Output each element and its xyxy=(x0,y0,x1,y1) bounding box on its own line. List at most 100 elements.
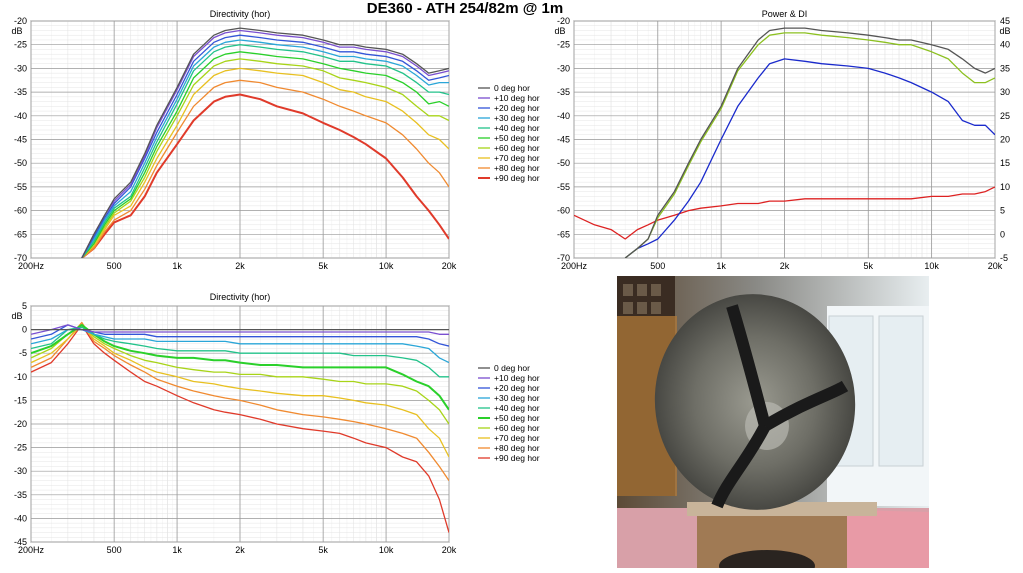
x-tick-label: 1k xyxy=(172,545,182,555)
y-tick-label: -25 xyxy=(14,40,27,50)
x-tick-label: 10k xyxy=(379,261,394,271)
y-tick-label: -70 xyxy=(557,253,570,263)
y-tick-label: -60 xyxy=(14,206,27,216)
series-line--20-deg-hor xyxy=(31,324,449,347)
legend-entry: +10 deg hor xyxy=(494,93,540,103)
x-tick-label: 200Hz xyxy=(561,261,588,271)
series-line--60-deg-hor xyxy=(81,58,449,258)
x-tick-label: 5k xyxy=(864,261,874,271)
y-tick-label: -15 xyxy=(14,395,27,405)
legend-entry: +30 deg hor xyxy=(494,113,540,123)
main-title: DE360 - ATH 254/82m @ 1m xyxy=(366,0,564,17)
y-tick-label: -30 xyxy=(557,63,570,73)
series-line--40-deg-hor xyxy=(31,326,449,378)
series-line--90-deg-hor xyxy=(31,324,449,533)
legend-entry: +10 deg hor xyxy=(494,373,540,383)
series-line--50-deg-hor xyxy=(81,51,449,258)
legend-entry: +90 deg hor xyxy=(494,173,540,183)
series-line-power xyxy=(624,27,995,258)
y-tick-label: -35 xyxy=(557,87,570,97)
chart-title: Directivity (hor) xyxy=(210,9,271,19)
speaker-photo-image xyxy=(617,276,929,568)
y2-tick-label: 0 xyxy=(1000,229,1005,239)
series-line--40-deg-hor xyxy=(81,44,449,258)
y-tick-label: -55 xyxy=(14,182,27,192)
y-tick-label: -40 xyxy=(14,111,27,121)
series-line--30-deg-hor xyxy=(31,328,449,364)
legend-entry: +80 deg hor xyxy=(494,163,540,173)
legend-entry: +70 deg hor xyxy=(494,433,540,443)
legend-entry: 0 deg hor xyxy=(494,363,530,373)
y-tick-label: -45 xyxy=(557,135,570,145)
y-unit-label: dB xyxy=(554,26,565,36)
x-tick-label: 200Hz xyxy=(18,545,45,555)
y-tick-label: -50 xyxy=(557,158,570,168)
series-line-di_red xyxy=(574,186,995,240)
series-line--50-deg-hor xyxy=(31,323,449,411)
y2-tick-label: 30 xyxy=(1000,87,1010,97)
series-line--90-deg-hor xyxy=(81,93,449,258)
legend: 0 deg hor+10 deg hor+20 deg hor+30 deg h… xyxy=(478,83,540,183)
legend: 0 deg hor+10 deg hor+20 deg hor+30 deg h… xyxy=(478,363,540,463)
y-tick-label: -20 xyxy=(14,419,27,429)
series-line-power_di xyxy=(624,32,995,258)
y-tick-label: -40 xyxy=(557,111,570,121)
x-tick-label: 2k xyxy=(235,545,245,555)
legend-entry: +40 deg hor xyxy=(494,403,540,413)
series-line--10-deg-hor xyxy=(81,29,449,258)
legend-entry: +20 deg hor xyxy=(494,103,540,113)
x-tick-label: 500 xyxy=(107,545,122,555)
y-tick-label: -65 xyxy=(14,229,27,239)
y-tick-label: -45 xyxy=(14,135,27,145)
legend-entry: +60 deg hor xyxy=(494,143,540,153)
x-tick-label: 2k xyxy=(780,261,790,271)
x-tick-label: 10k xyxy=(379,545,394,555)
legend-entry: 0 deg hor xyxy=(494,83,530,93)
y-tick-label: -10 xyxy=(14,372,27,382)
x-tick-label: 1k xyxy=(716,261,726,271)
y-tick-label: -25 xyxy=(14,443,27,453)
y-tick-label: -25 xyxy=(557,40,570,50)
y-tick-label: -60 xyxy=(557,206,570,216)
y-tick-label: 0 xyxy=(22,325,27,335)
x-tick-label: 20k xyxy=(988,261,1003,271)
x-tick-label: 2k xyxy=(235,261,245,271)
x-tick-label: 20k xyxy=(442,545,457,555)
x-tick-label: 5k xyxy=(318,545,328,555)
y2-tick-label: 40 xyxy=(1000,40,1010,50)
series-line--80-deg-hor xyxy=(31,321,449,481)
series-line-0-deg-hor xyxy=(81,27,449,258)
y2-tick-label: 20 xyxy=(1000,135,1010,145)
y-tick-label: -55 xyxy=(557,182,570,192)
y-unit-label: dB xyxy=(11,26,22,36)
y2-tick-label: 15 xyxy=(1000,158,1010,168)
x-tick-label: 5k xyxy=(318,261,328,271)
y-tick-label: -30 xyxy=(14,63,27,73)
series-line--60-deg-hor xyxy=(31,324,449,425)
series-line--70-deg-hor xyxy=(81,67,449,258)
legend-entry: +50 deg hor xyxy=(494,413,540,423)
y2-tick-label: 45 xyxy=(1000,16,1010,26)
y2-tick-label: 25 xyxy=(1000,111,1010,121)
x-tick-label: 1k xyxy=(172,261,182,271)
x-tick-label: 10k xyxy=(924,261,939,271)
legend-entry: +40 deg hor xyxy=(494,123,540,133)
speaker-photo xyxy=(617,276,929,568)
y2-tick-label: 10 xyxy=(1000,182,1010,192)
legend-entry: +50 deg hor xyxy=(494,133,540,143)
y-tick-label: -20 xyxy=(14,16,27,26)
series-line--80-deg-hor xyxy=(81,79,449,258)
x-tick-label: 200Hz xyxy=(18,261,45,271)
series-line-di_blue xyxy=(624,58,995,258)
x-tick-label: 500 xyxy=(107,261,122,271)
series-line--20-deg-hor xyxy=(81,34,449,258)
y-tick-label: -35 xyxy=(14,490,27,500)
legend-entry: +70 deg hor xyxy=(494,153,540,163)
y-tick-label: -65 xyxy=(557,229,570,239)
y-tick-label: -35 xyxy=(14,87,27,97)
y-unit-label: dB xyxy=(11,311,22,321)
y-tick-label: 5 xyxy=(22,301,27,311)
